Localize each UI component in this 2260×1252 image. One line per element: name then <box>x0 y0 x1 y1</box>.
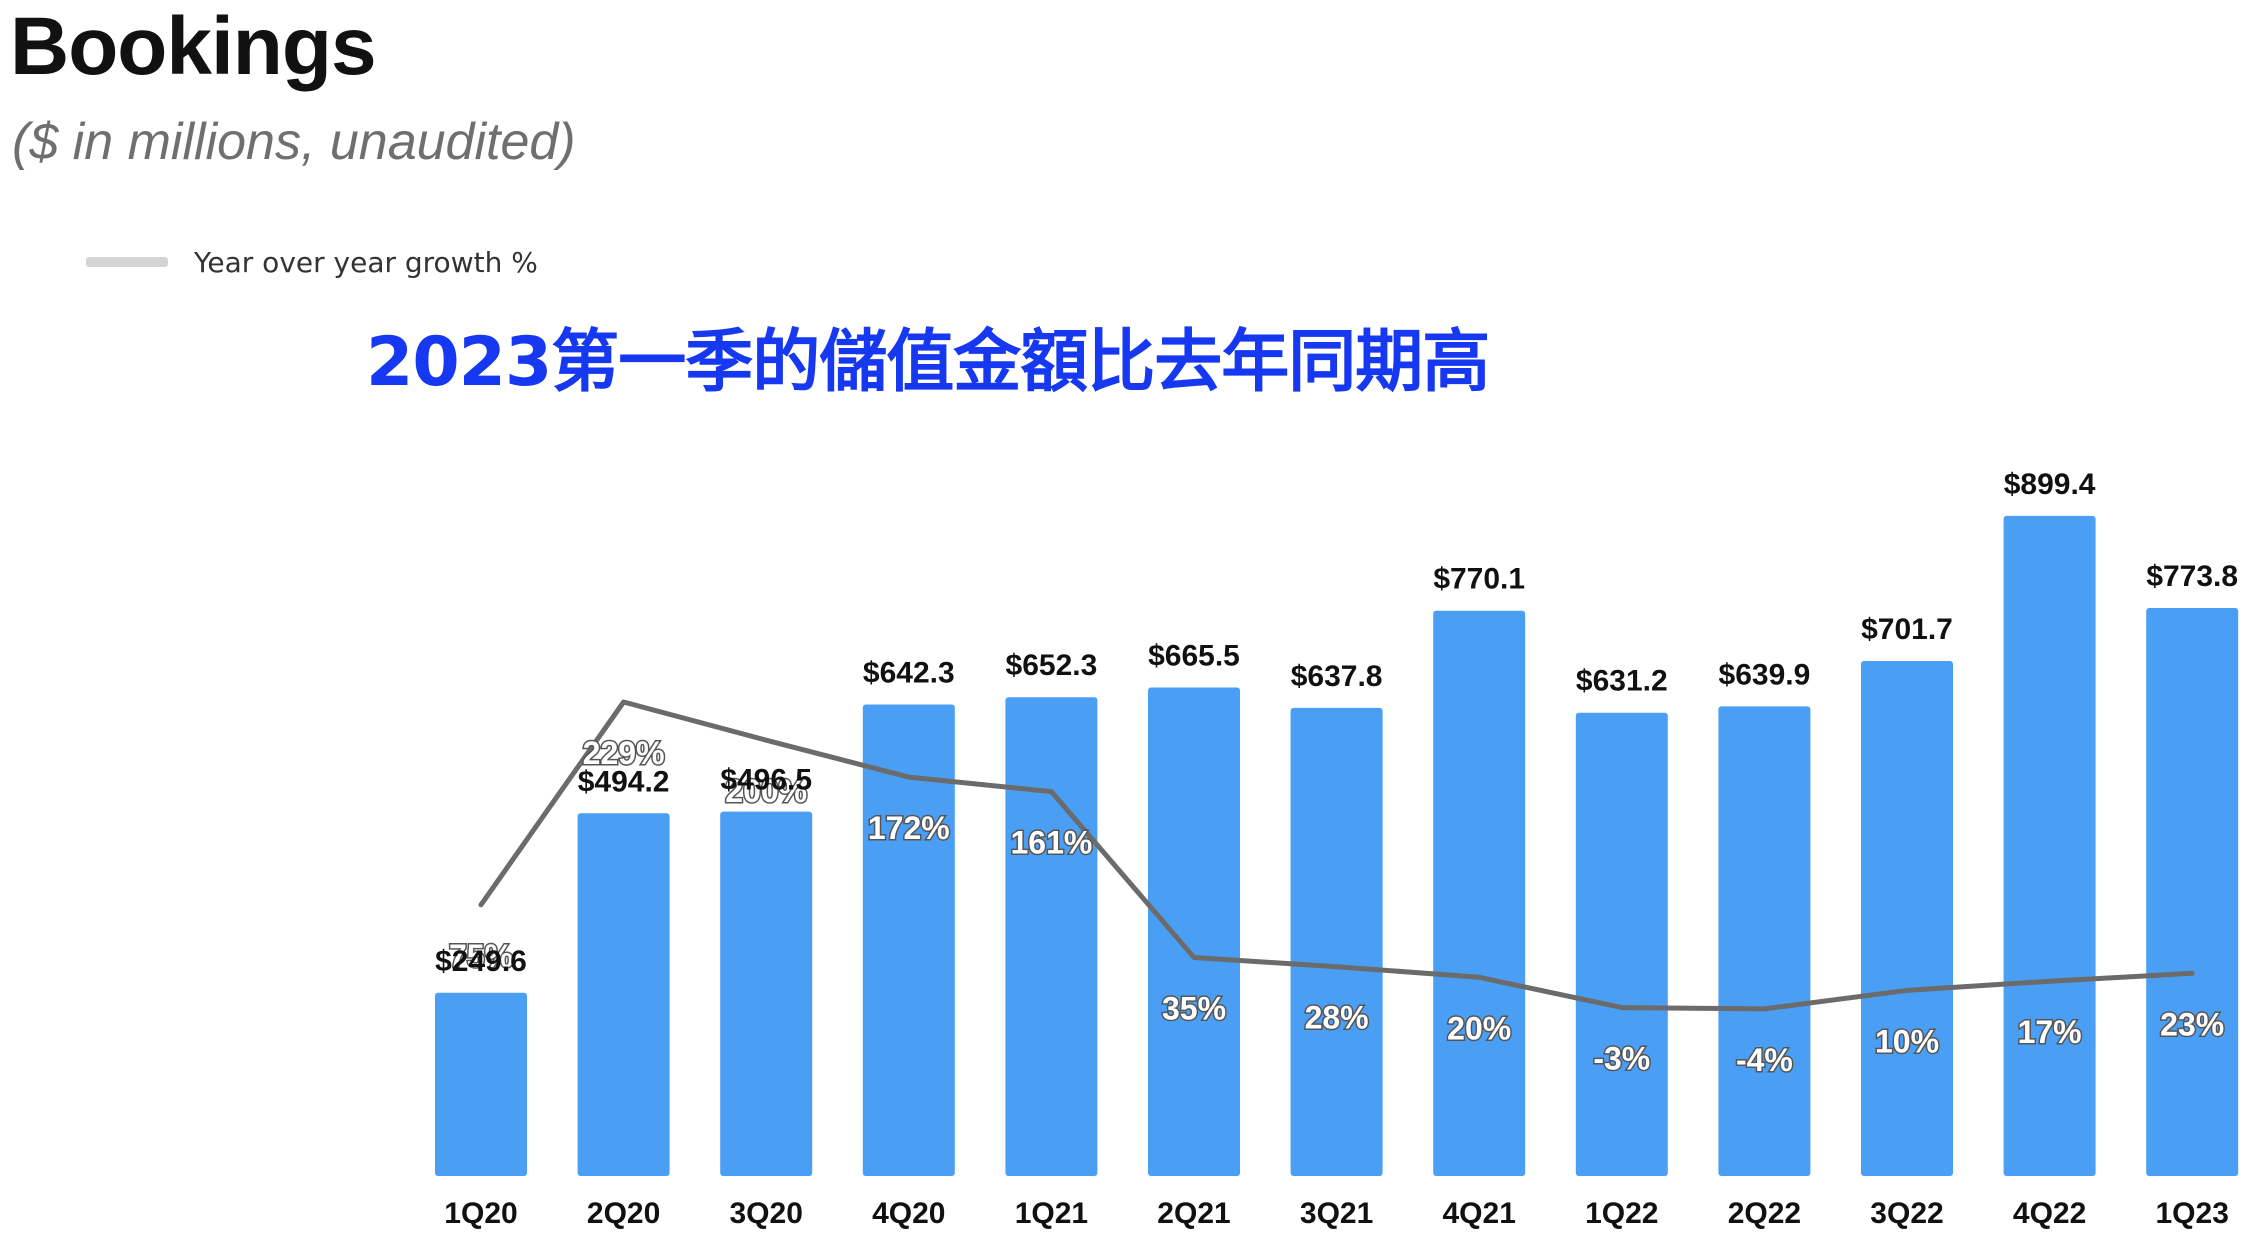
chart-legend: Year over year growth % <box>86 240 538 284</box>
growth-label-4Q22: 17% <box>2018 1014 2082 1050</box>
bar-3Q21 <box>1290 707 1383 1176</box>
value-label-1Q20: $249.6 <box>435 945 527 978</box>
bar-2Q21 <box>1148 687 1240 1176</box>
chart-annotation: 2023第一季的儲值金額比去年同期高 <box>366 323 1490 402</box>
bar-4Q21 <box>1433 610 1526 1176</box>
growth-line <box>478 699 2195 1012</box>
legend-label-growth: Year over year growth % <box>194 245 538 279</box>
category-label-3Q22: 3Q22 <box>1870 1197 1943 1230</box>
bar-2Q20 <box>577 813 670 1176</box>
growth-label-1Q23: 23% <box>2160 1006 2224 1042</box>
growth-label-2Q20: 229% <box>583 735 665 771</box>
bar-1Q23 <box>2146 608 2239 1176</box>
value-label-4Q20: $642.3 <box>863 657 955 690</box>
growth-label-group: 75% 229% 200% 172% 161% 35% 28% 20% -3% -4% 10% 17%… <box>447 734 2225 1080</box>
value-label-group: $249.6 $494.2 $496.5 $642.3 $652.3 $665.5 $637… <box>435 468 2238 978</box>
value-label-2Q22: $639.9 <box>1719 658 1811 691</box>
category-label-3Q21: 3Q21 <box>1300 1197 1373 1230</box>
growth-label-3Q21: 28% <box>1305 1000 1369 1036</box>
category-label-group: 1Q20 2Q20 3Q20 4Q20 1Q21 2Q21 3Q21 4Q21 1Q22 2Q22… <box>444 1197 2229 1230</box>
category-label-1Q21: 1Q21 <box>1015 1197 1088 1230</box>
value-label-3Q20: $496.5 <box>720 764 812 797</box>
growth-label-1Q22: -3% <box>1593 1041 1650 1077</box>
bar-1Q22 <box>1575 712 1668 1176</box>
bar-1Q21 <box>1005 697 1098 1176</box>
value-label-2Q20: $494.2 <box>578 765 670 798</box>
bar-1Q20 <box>435 992 527 1176</box>
category-label-1Q23: 1Q23 <box>2156 1197 2229 1230</box>
value-label-1Q21: $652.3 <box>1006 649 1098 682</box>
category-label-4Q21: 4Q21 <box>1443 1197 1516 1230</box>
category-label-4Q20: 4Q20 <box>872 1197 945 1230</box>
legend-swatch-growth <box>86 257 168 267</box>
value-label-2Q21: $665.5 <box>1148 640 1240 673</box>
bar-4Q20 <box>862 704 955 1176</box>
growth-label-1Q20: 75% <box>449 938 513 974</box>
value-label-1Q22: $631.2 <box>1576 665 1668 698</box>
bar-3Q22 <box>1861 660 1953 1176</box>
value-label-1Q23: $773.8 <box>2146 560 2238 593</box>
value-label-3Q21: $637.8 <box>1291 660 1383 693</box>
growth-label-1Q21: 161% <box>1010 825 1092 861</box>
bar-4Q22 <box>2003 515 2096 1176</box>
growth-label-2Q21: 35% <box>1162 991 1226 1027</box>
category-label-1Q22: 1Q22 <box>1585 1197 1658 1230</box>
category-label-2Q20: 2Q20 <box>587 1197 660 1230</box>
growth-label-2Q22: -4% <box>1736 1042 1793 1078</box>
bar-2Q22 <box>1718 706 1811 1176</box>
category-label-3Q20: 3Q20 <box>730 1197 803 1230</box>
growth-label-4Q20: 172% <box>868 810 950 846</box>
category-label-1Q20: 1Q20 <box>444 1197 517 1230</box>
growth-label-4Q21: 20% <box>1447 1010 1511 1046</box>
bar-3Q20 <box>720 811 813 1176</box>
value-label-4Q22: $899.4 <box>2004 468 2096 501</box>
category-label-2Q21: 2Q21 <box>1157 1197 1230 1230</box>
category-label-4Q22: 4Q22 <box>2013 1197 2086 1230</box>
page-title: Bookings <box>10 1 377 92</box>
bar-group <box>435 515 2239 1176</box>
category-label-2Q22: 2Q22 <box>1728 1197 1801 1230</box>
growth-label-3Q22: 10% <box>1875 1023 1939 1059</box>
page-subtitle: ($ in millions, unaudited) <box>12 113 576 171</box>
value-label-3Q22: $701.7 <box>1861 613 1953 646</box>
growth-label-3Q20: 200% <box>725 773 807 809</box>
value-label-4Q21: $770.1 <box>1433 563 1525 596</box>
